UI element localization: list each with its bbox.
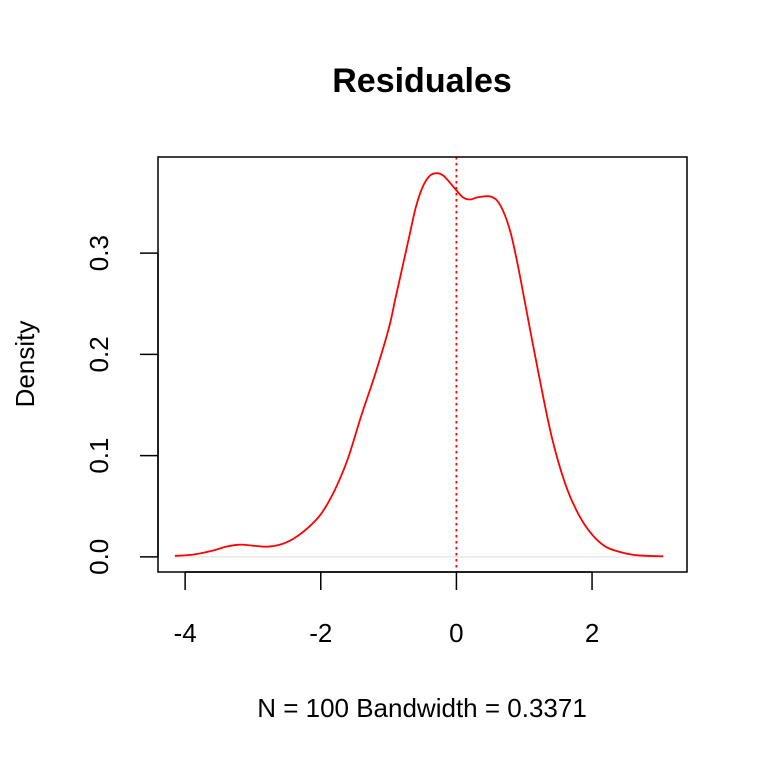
plot-area (174, 157, 664, 572)
chart-title: Residuales (332, 62, 512, 100)
density-curve-0 (174, 172, 664, 558)
x-axis-label: N = 100 Bandwidth = 0.3371 (257, 693, 587, 723)
y-tick-label: 0.1 (84, 438, 114, 474)
x-tick-label: -4 (174, 618, 197, 648)
x-axis: -4 -2 0 2 (174, 571, 599, 648)
x-tick-label: 0 (449, 618, 463, 648)
y-tick-label: 0.0 (84, 539, 114, 575)
y-axis: 0.0 0.1 0.2 0.3 (84, 235, 159, 575)
plot-frame (157, 156, 688, 573)
x-tick-label: 2 (585, 618, 599, 648)
y-tick-label: 0.2 (84, 336, 114, 372)
y-tick-label: 0.3 (84, 235, 114, 271)
y-axis-label: Density (10, 321, 40, 408)
x-tick-label: -2 (309, 618, 332, 648)
